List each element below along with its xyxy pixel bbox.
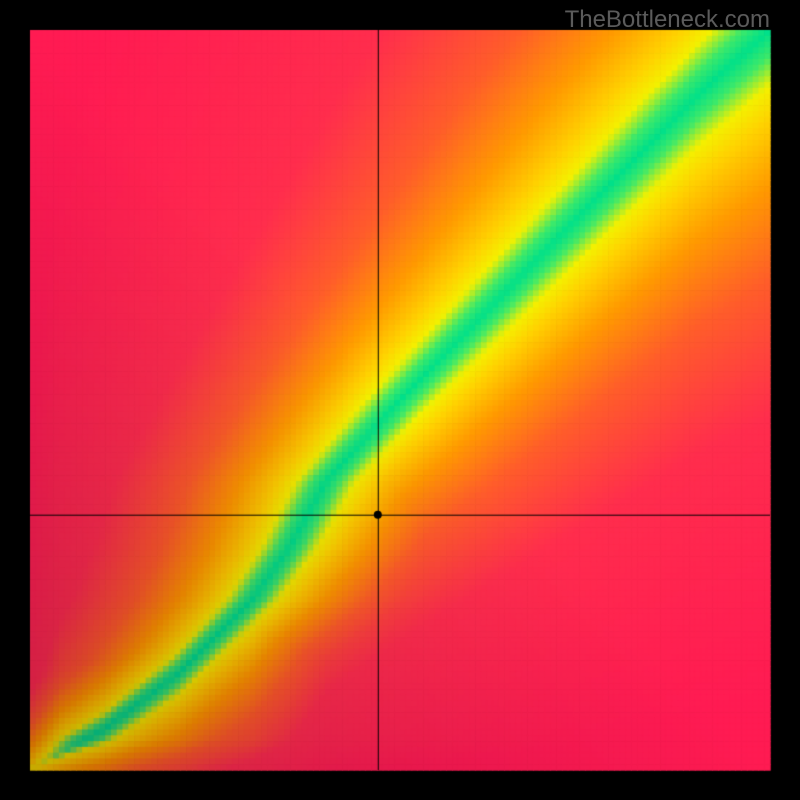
chart-container: TheBottleneck.com (0, 0, 800, 800)
watermark-text: TheBottleneck.com (565, 6, 770, 34)
bottleneck-heatmap (0, 0, 800, 800)
